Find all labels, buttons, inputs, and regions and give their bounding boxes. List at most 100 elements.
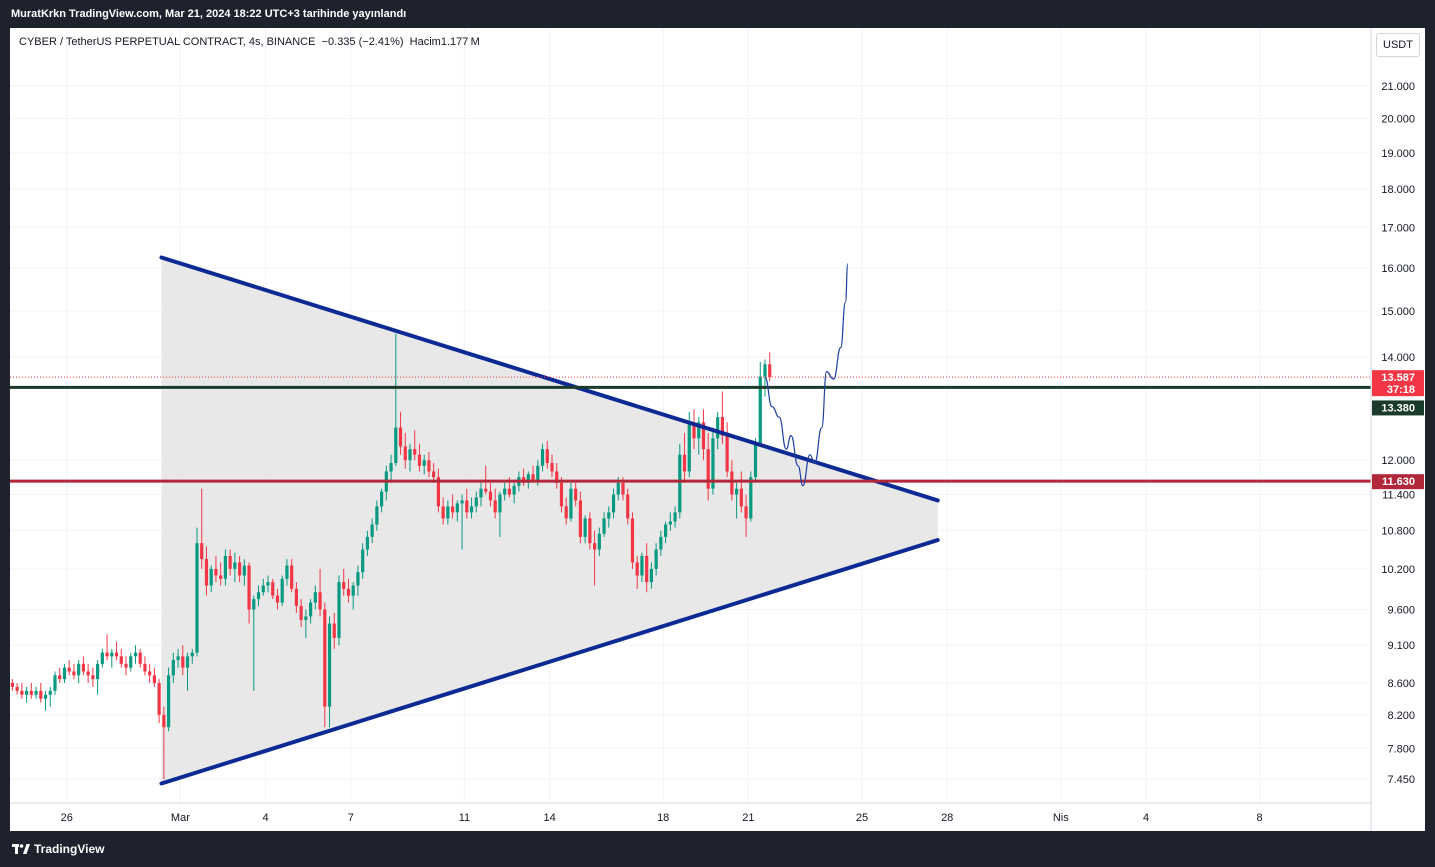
tradingview-logo-icon bbox=[12, 844, 30, 854]
candle-body bbox=[162, 714, 166, 728]
candle-body bbox=[465, 500, 469, 513]
price-tick-label: 9.600 bbox=[1387, 604, 1415, 616]
candle-body bbox=[389, 463, 393, 472]
candle-body bbox=[550, 463, 554, 472]
price-chart[interactable]: 21.000 20.000 19.000 18.000 17.000 16.000 15.0… bbox=[10, 28, 1425, 831]
time-tick-label: Nis bbox=[1053, 812, 1069, 824]
candle-body bbox=[720, 417, 724, 436]
candle-body bbox=[247, 565, 251, 610]
price-tick-label: 14.000 bbox=[1381, 352, 1415, 364]
candle-body bbox=[436, 477, 440, 507]
candle-body bbox=[758, 376, 762, 444]
candle-body bbox=[668, 521, 672, 525]
time-tick-label: 21 bbox=[742, 812, 754, 824]
candle-body bbox=[58, 675, 62, 680]
candle-body bbox=[687, 422, 691, 472]
candle-body bbox=[256, 592, 261, 600]
candle-body bbox=[469, 506, 474, 513]
time-tick-label: 4 bbox=[1143, 812, 1149, 824]
candle-body bbox=[602, 518, 606, 534]
candle-body bbox=[640, 555, 644, 576]
candle-body bbox=[555, 471, 559, 483]
candle-body bbox=[441, 506, 445, 519]
price-tick-label: 10.200 bbox=[1381, 564, 1415, 576]
footer bbox=[0, 831, 1435, 867]
candle-body bbox=[375, 506, 379, 525]
candle-body bbox=[706, 449, 710, 489]
candle-body bbox=[119, 656, 123, 664]
symbol-title: CYBER / TetherUS PERPETUAL CONTRACT, 4s,… bbox=[19, 36, 316, 48]
candle-body bbox=[114, 652, 119, 657]
candle-body bbox=[408, 449, 412, 461]
candle-body bbox=[588, 518, 592, 544]
candle-body bbox=[318, 592, 322, 610]
candle-body bbox=[204, 559, 209, 586]
candle-body bbox=[304, 616, 308, 620]
candle-body bbox=[200, 543, 204, 560]
candle-body bbox=[365, 536, 369, 550]
price-tick-label: 11.400 bbox=[1382, 490, 1415, 502]
price-tick-label: 10.800 bbox=[1381, 526, 1415, 538]
candle-body bbox=[313, 592, 317, 603]
candle-body bbox=[730, 471, 734, 495]
time-tick-label: 28 bbox=[941, 812, 953, 824]
candle-body bbox=[43, 694, 48, 699]
candle-body bbox=[133, 652, 138, 657]
projection-path bbox=[764, 263, 849, 487]
candle-body bbox=[110, 652, 114, 657]
candle-body bbox=[96, 663, 100, 680]
candle-body bbox=[25, 690, 29, 695]
candle-body bbox=[540, 449, 545, 466]
candle-body bbox=[413, 449, 417, 455]
price-tick-label: 21.000 bbox=[1381, 81, 1415, 93]
candle-body bbox=[574, 488, 578, 501]
candle-body bbox=[15, 686, 19, 691]
volume-unit: M bbox=[470, 36, 480, 48]
candle-body bbox=[351, 585, 355, 596]
candle-body bbox=[626, 494, 630, 519]
candle-body bbox=[630, 518, 635, 563]
symbol-legend: CYBER / TetherUS PERPETUAL CONTRACT, 4s,… bbox=[19, 36, 480, 48]
candle-body bbox=[422, 460, 426, 466]
candle-body bbox=[569, 488, 573, 519]
tradingview-brand: TradingView bbox=[34, 842, 105, 856]
candle-body bbox=[744, 506, 748, 519]
candle-body bbox=[403, 446, 407, 461]
candle-body bbox=[356, 572, 360, 586]
candle-body bbox=[20, 690, 24, 695]
volume-value: 1.177 bbox=[440, 36, 469, 48]
candle-body bbox=[361, 549, 365, 573]
currency-button[interactable]: USDT bbox=[1376, 33, 1420, 57]
candle-body bbox=[735, 488, 739, 495]
candle-body bbox=[531, 474, 535, 481]
publish-bar: MuratKrkn TradingView.com, Mar 21, 2024 … bbox=[0, 0, 1435, 28]
candle-body bbox=[488, 491, 493, 501]
chart-area[interactable]: 21.000 20.000 19.000 18.000 17.000 16.000 15.0… bbox=[10, 28, 1425, 831]
candle-body bbox=[299, 605, 303, 620]
candle-body bbox=[214, 568, 218, 576]
candle-body bbox=[152, 675, 156, 684]
price-tick-label: 8.600 bbox=[1387, 678, 1415, 690]
resistance-level-tag bbox=[1372, 400, 1424, 416]
candle-body bbox=[242, 565, 246, 576]
candle-body bbox=[39, 690, 43, 699]
candle-body bbox=[597, 533, 601, 550]
candle-body bbox=[238, 562, 242, 576]
candle-body bbox=[370, 524, 374, 537]
candle-body bbox=[138, 652, 142, 664]
candle-body bbox=[48, 690, 52, 695]
candle-body bbox=[167, 675, 171, 728]
time-tick-label: Mar bbox=[171, 812, 190, 824]
candle-body bbox=[417, 454, 422, 466]
candle-body bbox=[337, 582, 341, 638]
candle-body bbox=[124, 663, 128, 668]
candle-body bbox=[72, 671, 76, 676]
candle-body bbox=[664, 524, 668, 537]
candle-body bbox=[62, 667, 67, 680]
resistance-level-tag-text: 13.380 bbox=[1381, 402, 1415, 414]
price-tick-label: 16.000 bbox=[1381, 263, 1415, 275]
candle-body bbox=[749, 477, 753, 519]
candle-body bbox=[716, 417, 720, 439]
tradingview-logo[interactable]: TradingView bbox=[12, 842, 104, 856]
candle-body bbox=[545, 449, 549, 464]
